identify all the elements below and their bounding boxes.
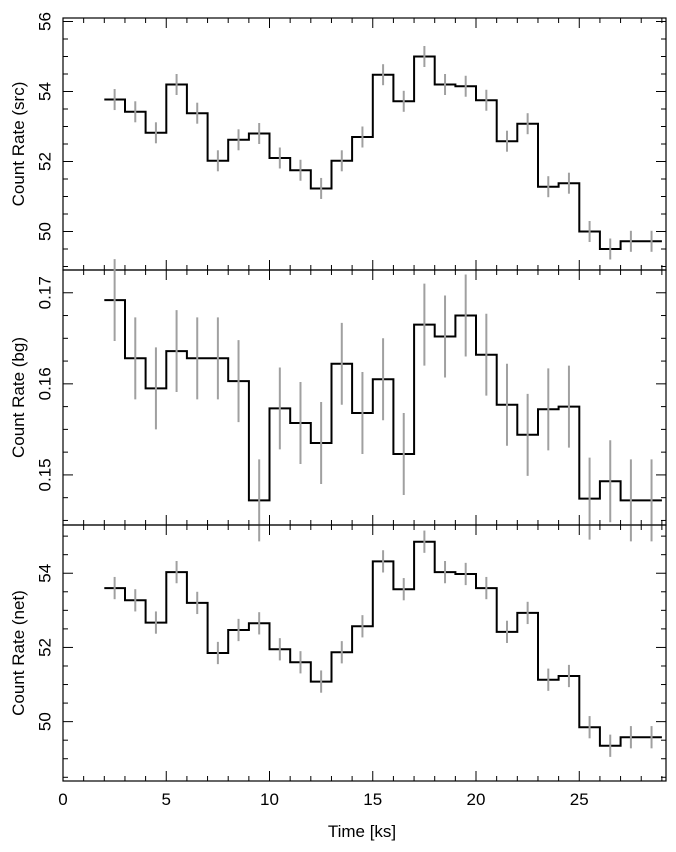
step-line-net bbox=[104, 540, 662, 747]
panel-src: 50 52 54 56 Count Rate (src) bbox=[9, 12, 667, 271]
y-tick-label: 56 bbox=[36, 12, 55, 31]
panel-frame bbox=[62, 524, 667, 782]
step-line-src bbox=[104, 55, 662, 250]
y-tick-label: 0.15 bbox=[36, 458, 55, 491]
x-tick-label: 20 bbox=[467, 790, 486, 809]
x-tick-label: 10 bbox=[260, 790, 279, 809]
y-tick-label: 50 bbox=[36, 222, 55, 241]
y-tick-label: 52 bbox=[36, 152, 55, 171]
x-tick-label: 0 bbox=[58, 790, 67, 809]
y-tick-label: 50 bbox=[36, 712, 55, 731]
y-axis-label: Count Rate (net) bbox=[9, 590, 28, 716]
y-axis-label: Count Rate (src) bbox=[9, 82, 28, 207]
y-tick-label: 52 bbox=[36, 638, 55, 657]
y-axis-label: Count Rate (bg) bbox=[9, 337, 28, 458]
panel-net: 50 52 54 0 5 10 15 20 25 Count Rate (net) bbox=[9, 524, 667, 809]
panel-bg: 0.15 0.16 0.17 Count Rate (bg) bbox=[9, 259, 667, 542]
y-tick-label: 0.16 bbox=[36, 367, 55, 400]
x-tick-label: 5 bbox=[162, 790, 171, 809]
y-tick-label: 54 bbox=[36, 82, 55, 101]
x-axis-label: Time [ks] bbox=[328, 822, 396, 841]
y-tick-label: 54 bbox=[36, 564, 55, 583]
panel-frame bbox=[62, 17, 667, 271]
x-tick-label: 25 bbox=[570, 790, 589, 809]
y-tick-label: 0.17 bbox=[36, 276, 55, 309]
x-tick-label: 15 bbox=[363, 790, 382, 809]
panel-frame bbox=[62, 269, 667, 526]
